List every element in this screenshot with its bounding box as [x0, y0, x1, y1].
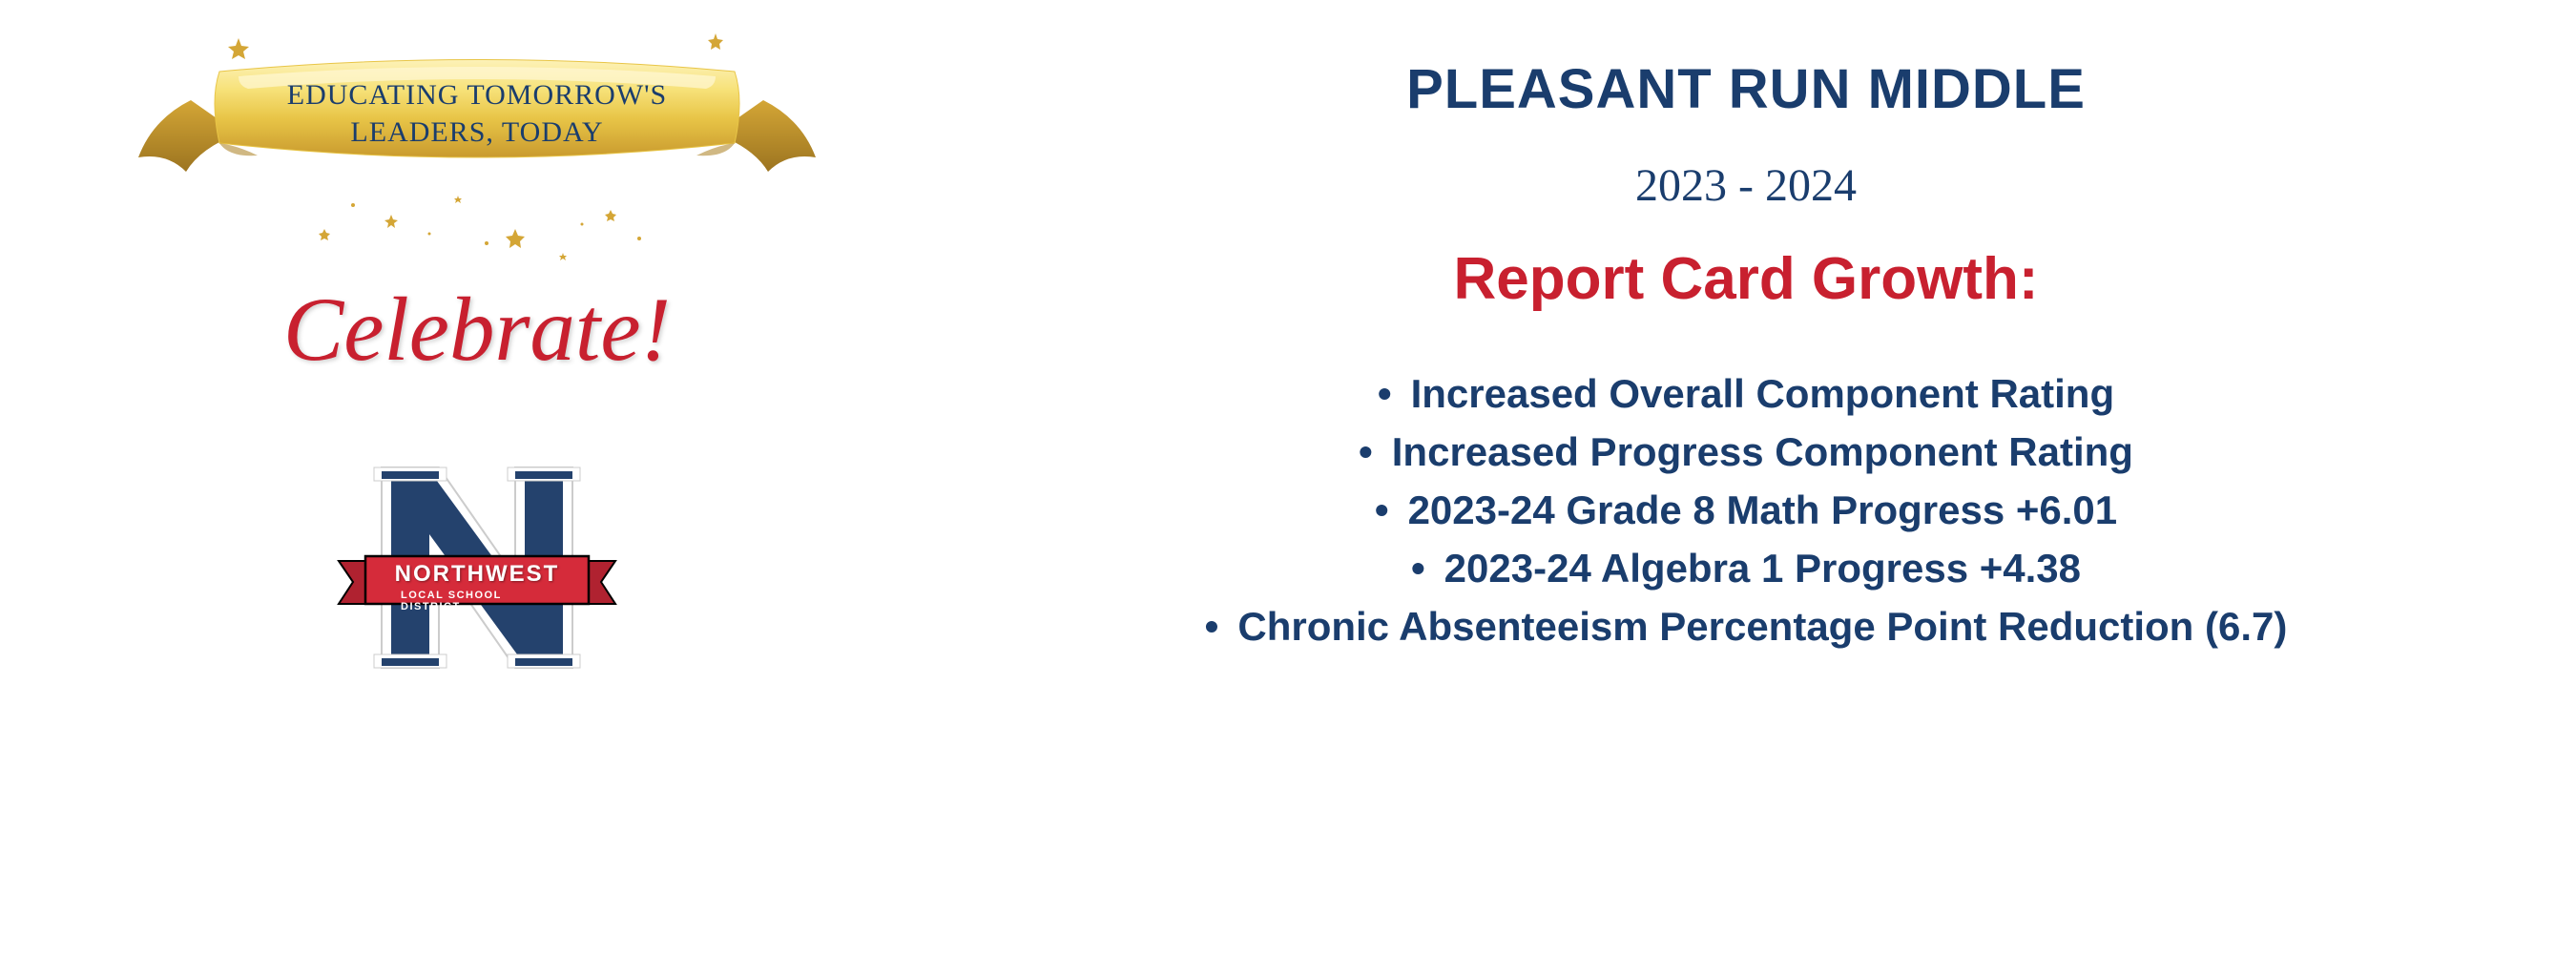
banner-container: EDUCATING TOMORROW'S LEADERS, TODAY — [105, 29, 849, 258]
school-name: PLEASANT RUN MIDDLE — [1406, 57, 2086, 121]
report-title: Report Card Growth: — [1453, 245, 2038, 313]
bullet-item: Chronic Absenteeism Percentage Point Red… — [1030, 598, 2462, 656]
year-range: 2023 - 2024 — [1635, 159, 1857, 212]
right-panel: PLEASANT RUN MIDDLE 2023 - 2024 Report C… — [954, 0, 2576, 954]
bullet-item: 2023-24 Algebra 1 Progress +4.38 — [1030, 540, 2462, 598]
logo-text-main: NORTHWEST — [395, 561, 560, 588]
bullet-item: Increased Progress Component Rating — [1030, 424, 2462, 482]
bullet-item: Increased Overall Component Rating — [1030, 365, 2462, 424]
district-logo: NORTHWEST LOCAL SCHOOL DISTRICT — [324, 439, 630, 706]
banner-line2: LEADERS, TODAY — [350, 116, 603, 148]
bullet-list: Increased Overall Component Rating Incre… — [1030, 365, 2462, 655]
banner-line1: EDUCATING TOMORROW'S — [287, 79, 668, 111]
logo-text-sub: LOCAL SCHOOL DISTRICT — [401, 590, 553, 612]
bullet-item: 2023-24 Grade 8 Math Progress +6.01 — [1030, 482, 2462, 540]
celebrate-text: Celebrate! — [283, 277, 671, 382]
banner-text: EDUCATING TOMORROW'S LEADERS, TODAY — [239, 76, 716, 151]
left-panel: EDUCATING TOMORROW'S LEADERS, TODAY C — [0, 0, 954, 954]
